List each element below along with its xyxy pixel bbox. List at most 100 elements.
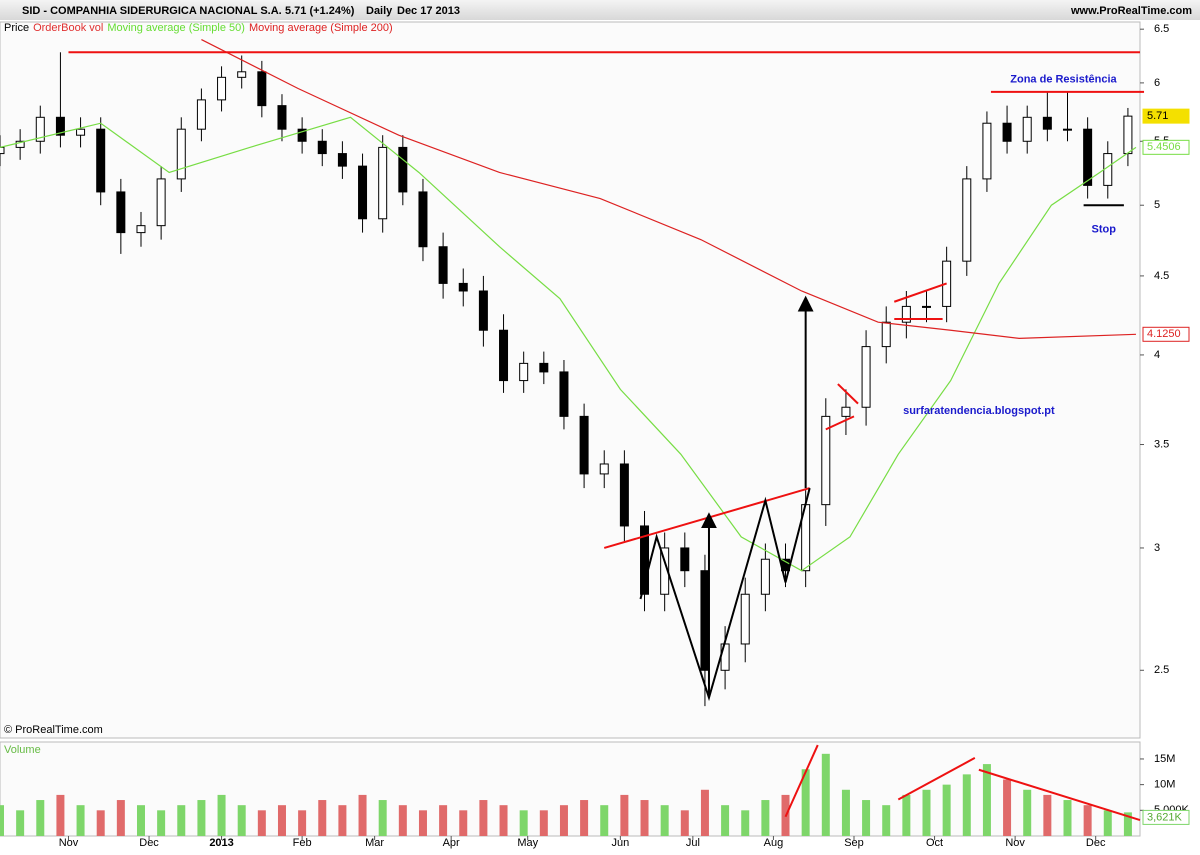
last-value-label: 5.71 <box>1147 110 1168 122</box>
volume-bar <box>539 810 548 836</box>
volume-bar <box>902 794 911 836</box>
candle-body <box>76 128 86 136</box>
title: SID - COMPANHIA SIDERURGICA NACIONAL S.A… <box>22 5 282 17</box>
candle-body <box>176 128 186 180</box>
candle-body <box>418 191 428 248</box>
volume-bar <box>1063 800 1072 836</box>
candle-body <box>519 362 529 382</box>
x-tick-label: Nov <box>1005 837 1025 849</box>
volume-last-label: 3,621K <box>1147 811 1183 823</box>
y-tick-label: 5 <box>1154 199 1160 211</box>
candle-body <box>217 76 227 101</box>
candle-body <box>740 593 750 645</box>
candle-body <box>1042 116 1052 130</box>
candle-body <box>1123 115 1133 155</box>
volume-bar <box>821 753 830 836</box>
volume-trend-line <box>897 757 976 801</box>
candle-body <box>640 525 650 595</box>
volume-bar <box>1083 805 1092 836</box>
volume-bar <box>378 800 387 836</box>
annotation-line <box>639 487 811 702</box>
volume-bar <box>459 810 468 836</box>
volume-bar <box>398 805 407 836</box>
y-tick-label: 3 <box>1154 542 1160 554</box>
volume-bar <box>499 805 508 836</box>
volume-bar <box>237 805 246 836</box>
volume-bar <box>519 810 528 836</box>
volume-bar <box>318 800 327 836</box>
last-value-label: 5.4506 <box>1147 141 1181 153</box>
volume-bar <box>660 805 669 836</box>
annotation-text: Stop <box>1092 224 1117 236</box>
volume-bar <box>620 794 629 836</box>
candle-body <box>358 165 368 220</box>
volume-label: Volume <box>4 744 41 756</box>
volume-bar <box>1003 779 1012 836</box>
candle-body <box>619 463 629 527</box>
volume-bar <box>358 794 367 836</box>
y-tick-label: 4 <box>1154 349 1160 361</box>
volume-bar <box>1103 810 1112 836</box>
candle-body <box>539 362 549 373</box>
candle-body <box>821 415 831 506</box>
legend-entry: Moving average (Simple 200) <box>249 22 393 34</box>
last-value-box <box>1142 326 1190 342</box>
candle-body <box>237 71 247 78</box>
annotation-line <box>837 383 859 405</box>
candle-body <box>901 305 911 323</box>
legend-entry: Price <box>4 22 29 34</box>
candle-body <box>1002 122 1012 142</box>
x-tick-label: Oct <box>926 837 943 849</box>
volume-bar <box>680 810 689 836</box>
volume-bar <box>922 789 931 836</box>
candle-body <box>116 191 126 234</box>
volume-bar <box>16 810 25 836</box>
volume-tick-label: 10M <box>1154 779 1175 791</box>
x-tick-label: Dec <box>1086 837 1106 849</box>
volume-bar <box>36 800 45 836</box>
x-tick-label: 2013 <box>209 837 233 849</box>
x-tick-label: Aug <box>764 837 784 849</box>
legend-entry: OrderBook vol <box>33 22 103 34</box>
candle-body <box>458 282 468 292</box>
volume-bar <box>136 805 145 836</box>
last-value-box <box>1142 108 1190 124</box>
volume-bar <box>741 810 750 836</box>
candle-body <box>499 329 509 382</box>
volume-bar <box>942 784 951 836</box>
copyright: © ProRealTime.com <box>4 724 103 736</box>
volume-last-box <box>1142 809 1190 825</box>
legend-entry: Moving average (Simple 50) <box>107 22 245 34</box>
annotation-line <box>825 415 855 431</box>
volume-bar <box>559 805 568 836</box>
x-tick-label: Jun <box>611 837 629 849</box>
candle-body <box>438 246 448 284</box>
volume-bar <box>257 810 266 836</box>
candle-body <box>559 371 569 417</box>
moving-average <box>201 39 1136 339</box>
volume-tick-label: 15M <box>1154 753 1175 765</box>
x-tick-label: Dec <box>139 837 159 849</box>
y-tick-label: 6 <box>1154 77 1160 89</box>
volume-bar <box>721 805 730 836</box>
candle-body <box>96 128 106 193</box>
candle-body <box>760 558 770 595</box>
volume-bar <box>882 805 891 836</box>
x-tick-label: May <box>517 837 538 849</box>
y-tick-label: 4.5 <box>1154 270 1169 282</box>
volume-bar <box>862 800 871 836</box>
candle-body <box>378 146 388 220</box>
x-tick-label: Jul <box>686 837 700 849</box>
annotation-text: surfaratendencia.blogspot.pt <box>903 405 1055 417</box>
x-tick-label: Sep <box>844 837 864 849</box>
volume-bar <box>0 805 4 836</box>
annotation-line <box>893 282 947 303</box>
period: Daily <box>366 5 393 17</box>
y-tick-label: 6.5 <box>1154 23 1169 35</box>
candle-body <box>257 71 267 107</box>
volume-bar <box>1123 812 1132 836</box>
candle-body <box>398 146 408 193</box>
volume-bar <box>439 805 448 836</box>
candle-body <box>962 178 972 262</box>
candle-body <box>599 463 609 475</box>
